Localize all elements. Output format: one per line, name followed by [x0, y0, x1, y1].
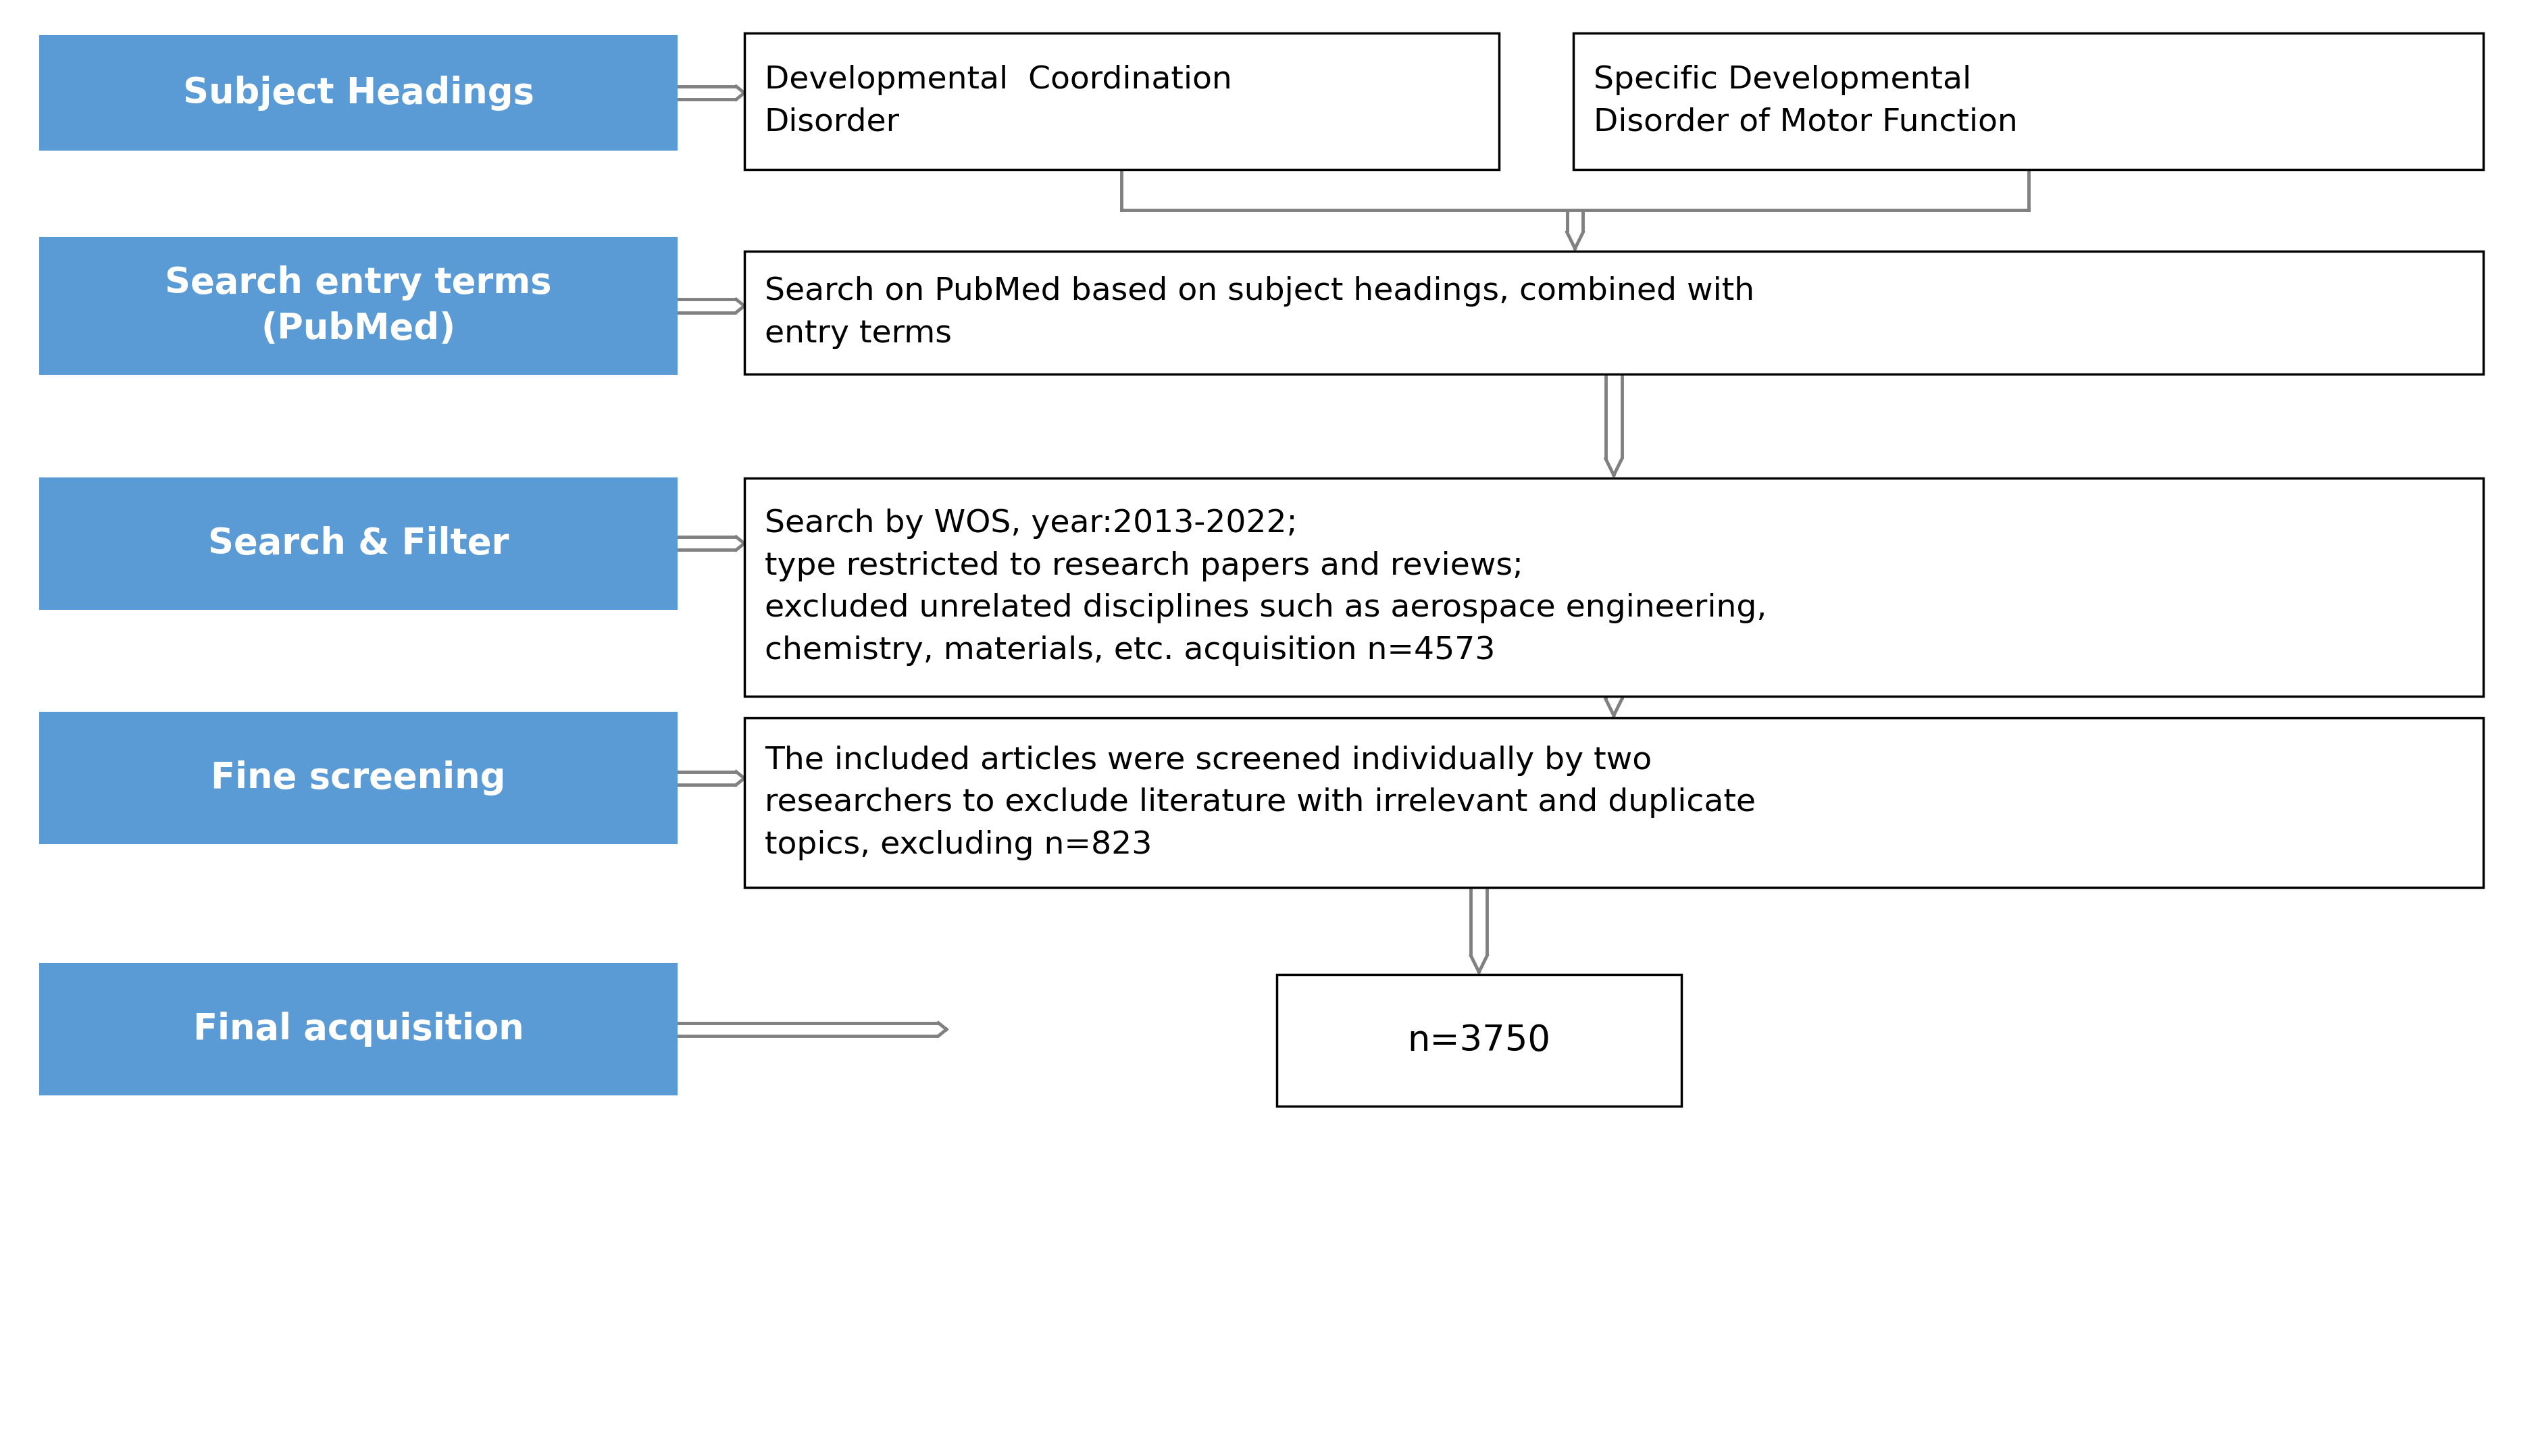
Bar: [41, 712, 678, 844]
Text: Fine screening: Fine screening: [211, 760, 505, 796]
Bar: [41, 35, 678, 150]
Bar: [41, 964, 678, 1095]
Bar: [1277, 976, 1680, 1107]
Text: Specific Developmental
Disorder of Motor Function: Specific Developmental Disorder of Motor…: [1594, 66, 2018, 137]
Bar: [41, 237, 678, 374]
Bar: [744, 478, 2482, 696]
Bar: [744, 252, 2482, 374]
Text: Search & Filter: Search & Filter: [208, 526, 508, 561]
Text: Final acquisition: Final acquisition: [193, 1012, 523, 1047]
Text: Developmental  Coordination
Disorder: Developmental Coordination Disorder: [764, 66, 1231, 137]
Text: Search by WOS, year:2013-2022;
type restricted to research papers and reviews;
e: Search by WOS, year:2013-2022; type rest…: [764, 508, 1766, 665]
Text: Search entry terms
(PubMed): Search entry terms (PubMed): [165, 265, 551, 347]
Text: The included articles were screened individually by two
researchers to exclude l: The included articles were screened indi…: [764, 745, 1756, 860]
Text: Search on PubMed based on subject headings, combined with
entry terms: Search on PubMed based on subject headin…: [764, 277, 1754, 349]
Bar: [744, 718, 2482, 888]
Text: Subject Headings: Subject Headings: [183, 76, 533, 111]
Text: n=3750: n=3750: [1409, 1022, 1551, 1059]
Bar: [1574, 33, 2482, 169]
Bar: [744, 33, 1500, 169]
Bar: [41, 478, 678, 609]
